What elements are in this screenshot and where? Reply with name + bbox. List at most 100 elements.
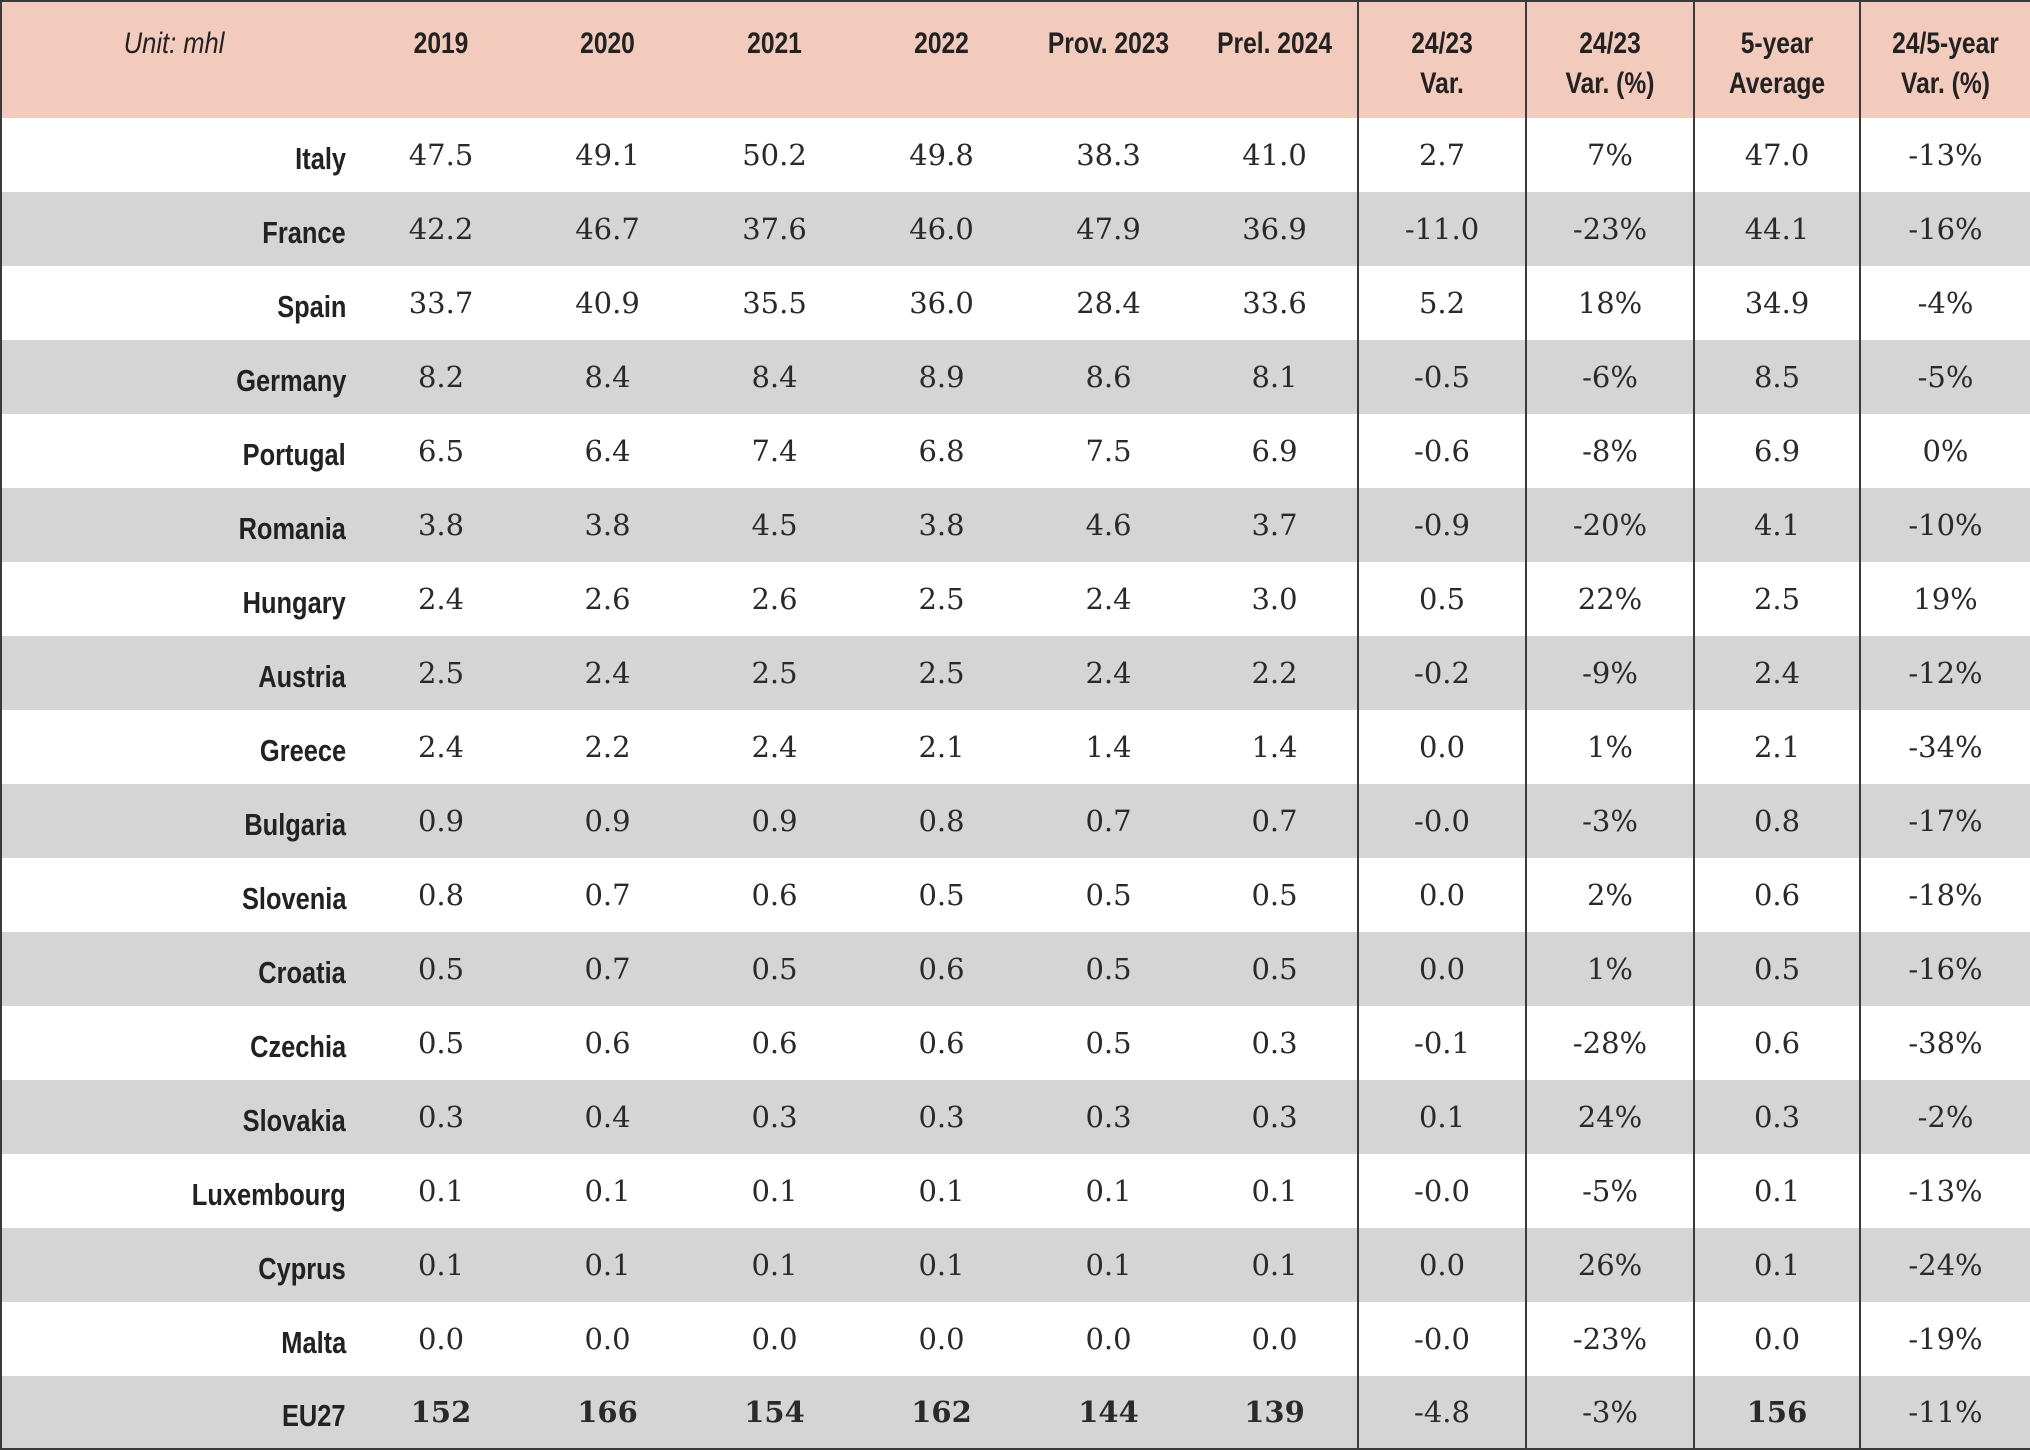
country-name: Luxembourg [1,1154,358,1228]
value-cell: -24% [1859,1228,2030,1302]
value-cell: 0.0 [417,1322,465,1356]
value-cell: 0.1 [417,1174,465,1208]
table-row: Luxembourg 0.1 0.1 0.1 0.1 0.1 0.1 -0.0 -5% 0.1 -1… [1,1154,2030,1228]
table-row: Bulgaria 0.9 0.9 0.9 0.8 0.7 0.7 -0.0 -3% 0.8 -17% [1,784,2030,858]
value-cell: 28.4 [1076,286,1141,320]
value-cell: 3.8 [584,508,631,542]
value-cell: 0.5 [1085,878,1132,912]
value-cell: 0.1 [1357,1080,1526,1154]
value-cell: 37.6 [742,212,807,246]
value-cell: 2.7 [1357,118,1526,192]
country-label: Austria [258,659,346,694]
table-row: Czechia 0.5 0.6 0.6 0.6 0.5 0.3 -0.1 -28% 0.6 -38% [1,1006,2030,1080]
value-cell: 152 [410,1395,472,1429]
value-cell: 0.0 [918,1322,965,1356]
country-label: France [262,215,346,250]
value-cell: 7% [1525,118,1694,192]
value-cell: 3.0 [1251,582,1298,616]
value-cell: 7.5 [1085,434,1132,468]
value-cell: 0.5 [1085,952,1132,986]
table-row: Greece 2.4 2.2 2.4 2.1 1.4 1.4 0.0 1% 2.1 -34% [1,710,2030,784]
value-cell: 0.3 [1693,1080,1860,1154]
value-cell: 0.3 [1085,1100,1132,1134]
col-header-5yr-avg: 5-year Average [1708,1,1846,118]
value-cell: 0.8 [1693,784,1860,858]
value-cell: 7.4 [751,434,798,468]
country-name: Cyprus [1,1228,358,1302]
value-cell: 6.4 [584,434,631,468]
value-cell: -16% [1859,932,2030,1006]
value-cell: 1.4 [1085,730,1132,764]
value-cell: 0.5 [417,1026,465,1060]
country-label: Bulgaria [244,807,346,842]
value-cell: -3% [1525,784,1694,858]
value-cell: 38.3 [1076,138,1141,172]
value-cell: 154 [744,1395,805,1429]
value-cell: 0.1 [584,1248,631,1282]
value-cell: -0.0 [1357,784,1526,858]
country-label: Slovenia [241,881,346,916]
value-cell: 0.0 [1357,858,1526,932]
value-cell: 3.7 [1251,508,1298,542]
value-cell: -0.1 [1357,1006,1526,1080]
value-cell: 2.5 [751,656,798,690]
value-cell: 0.1 [1693,1154,1860,1228]
value-cell: 2.4 [417,730,465,764]
value-cell: 6.5 [417,434,465,468]
value-cell: 5.2 [1357,266,1526,340]
value-cell: 4.6 [1085,508,1132,542]
table-row: Croatia 0.5 0.7 0.5 0.6 0.5 0.5 0.0 1% 0.5 -16% [1,932,2030,1006]
value-cell: 0.6 [1693,858,1860,932]
value-cell: 47.5 [408,138,474,172]
country-name: Slovenia [1,858,358,932]
value-cell: 8.2 [417,360,465,394]
country-label: Germany [235,363,346,398]
value-cell: 0.7 [584,952,631,986]
table-row: Slovenia 0.8 0.7 0.6 0.5 0.5 0.5 0.0 2% 0.6 -18% [1,858,2030,932]
value-cell: 0.3 [417,1100,465,1134]
value-cell: 2.6 [751,582,798,616]
value-cell: 1% [1525,932,1694,1006]
country-label: Luxembourg [192,1177,346,1212]
value-cell: -17% [1859,784,2030,858]
value-cell: 4.5 [751,508,798,542]
value-cell: 2.2 [584,730,631,764]
value-cell: -0.0 [1357,1302,1526,1376]
table-row: Austria 2.5 2.4 2.5 2.5 2.4 2.2 -0.2 -9% 2.4 -12% [1,636,2030,710]
value-cell: 0.0 [584,1322,631,1356]
value-cell: 0.1 [751,1248,798,1282]
value-cell: 0.0 [1357,932,1526,1006]
value-cell: 8.5 [1693,340,1860,414]
value-cell: 36.9 [1242,212,1307,246]
country-label: Slovakia [242,1103,346,1138]
value-cell: 0.3 [1251,1026,1298,1060]
value-cell: -34% [1859,710,2030,784]
col-header-var: 24/23 Var. [1372,1,1511,118]
value-cell: 0.1 [1693,1228,1860,1302]
table-body: Italy 47.5 49.1 50.2 49.8 38.3 41.0 2.7 7% 47.0 -1… [1,118,2030,1449]
value-cell: 0.5 [1085,1026,1132,1060]
country-label: Hungary [242,585,346,620]
value-cell: 3.8 [417,508,465,542]
value-cell: 0.7 [1251,804,1298,838]
value-cell: 36.0 [909,286,974,320]
country-label: Italy [295,141,346,176]
col-header-var-pct: 24/23 Var. (%) [1540,1,1679,118]
table-row: Cyprus 0.1 0.1 0.1 0.1 0.1 0.1 0.0 26% 0.1 -24% [1,1228,2030,1302]
value-cell: 0.9 [751,804,798,838]
value-cell: 1.4 [1251,730,1298,764]
value-cell: 0.5 [1693,932,1860,1006]
value-cell: 6.9 [1251,434,1298,468]
value-cell: -11% [1859,1376,2030,1449]
value-cell: 0.5 [751,952,798,986]
value-cell: 0.1 [1251,1248,1298,1282]
value-cell: -8% [1525,414,1694,488]
value-cell: 19% [1859,562,2030,636]
value-cell: 0.5 [1357,562,1526,636]
table-row: Malta 0.0 0.0 0.0 0.0 0.0 0.0 -0.0 -23% 0.0 -19% [1,1302,2030,1376]
value-cell: 144 [1078,1395,1139,1429]
value-cell: 8.4 [584,360,631,394]
value-cell: 0.6 [751,878,798,912]
value-cell: 0.8 [918,804,965,838]
value-cell: 0.3 [918,1100,965,1134]
